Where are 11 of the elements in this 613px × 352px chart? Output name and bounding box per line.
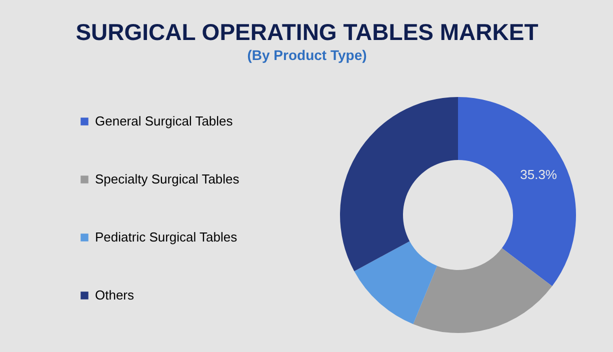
donut-slice [340, 97, 458, 272]
legend-label: Pediatric Surgical Tables [95, 230, 238, 244]
donut-slice [354, 241, 438, 324]
legend-label: Specialty Surgical Tables [95, 172, 240, 186]
donut-slice [413, 248, 552, 333]
data-label: 35.3% [520, 166, 558, 182]
donut-slice [458, 97, 576, 286]
legend-label: Others [95, 288, 135, 302]
legend-label: General Surgical Tables [95, 114, 234, 128]
chart-subtitle: (By Product Type) [247, 47, 367, 63]
chart-title: SURGICAL OPERATING TABLES MARKET [76, 19, 538, 45]
